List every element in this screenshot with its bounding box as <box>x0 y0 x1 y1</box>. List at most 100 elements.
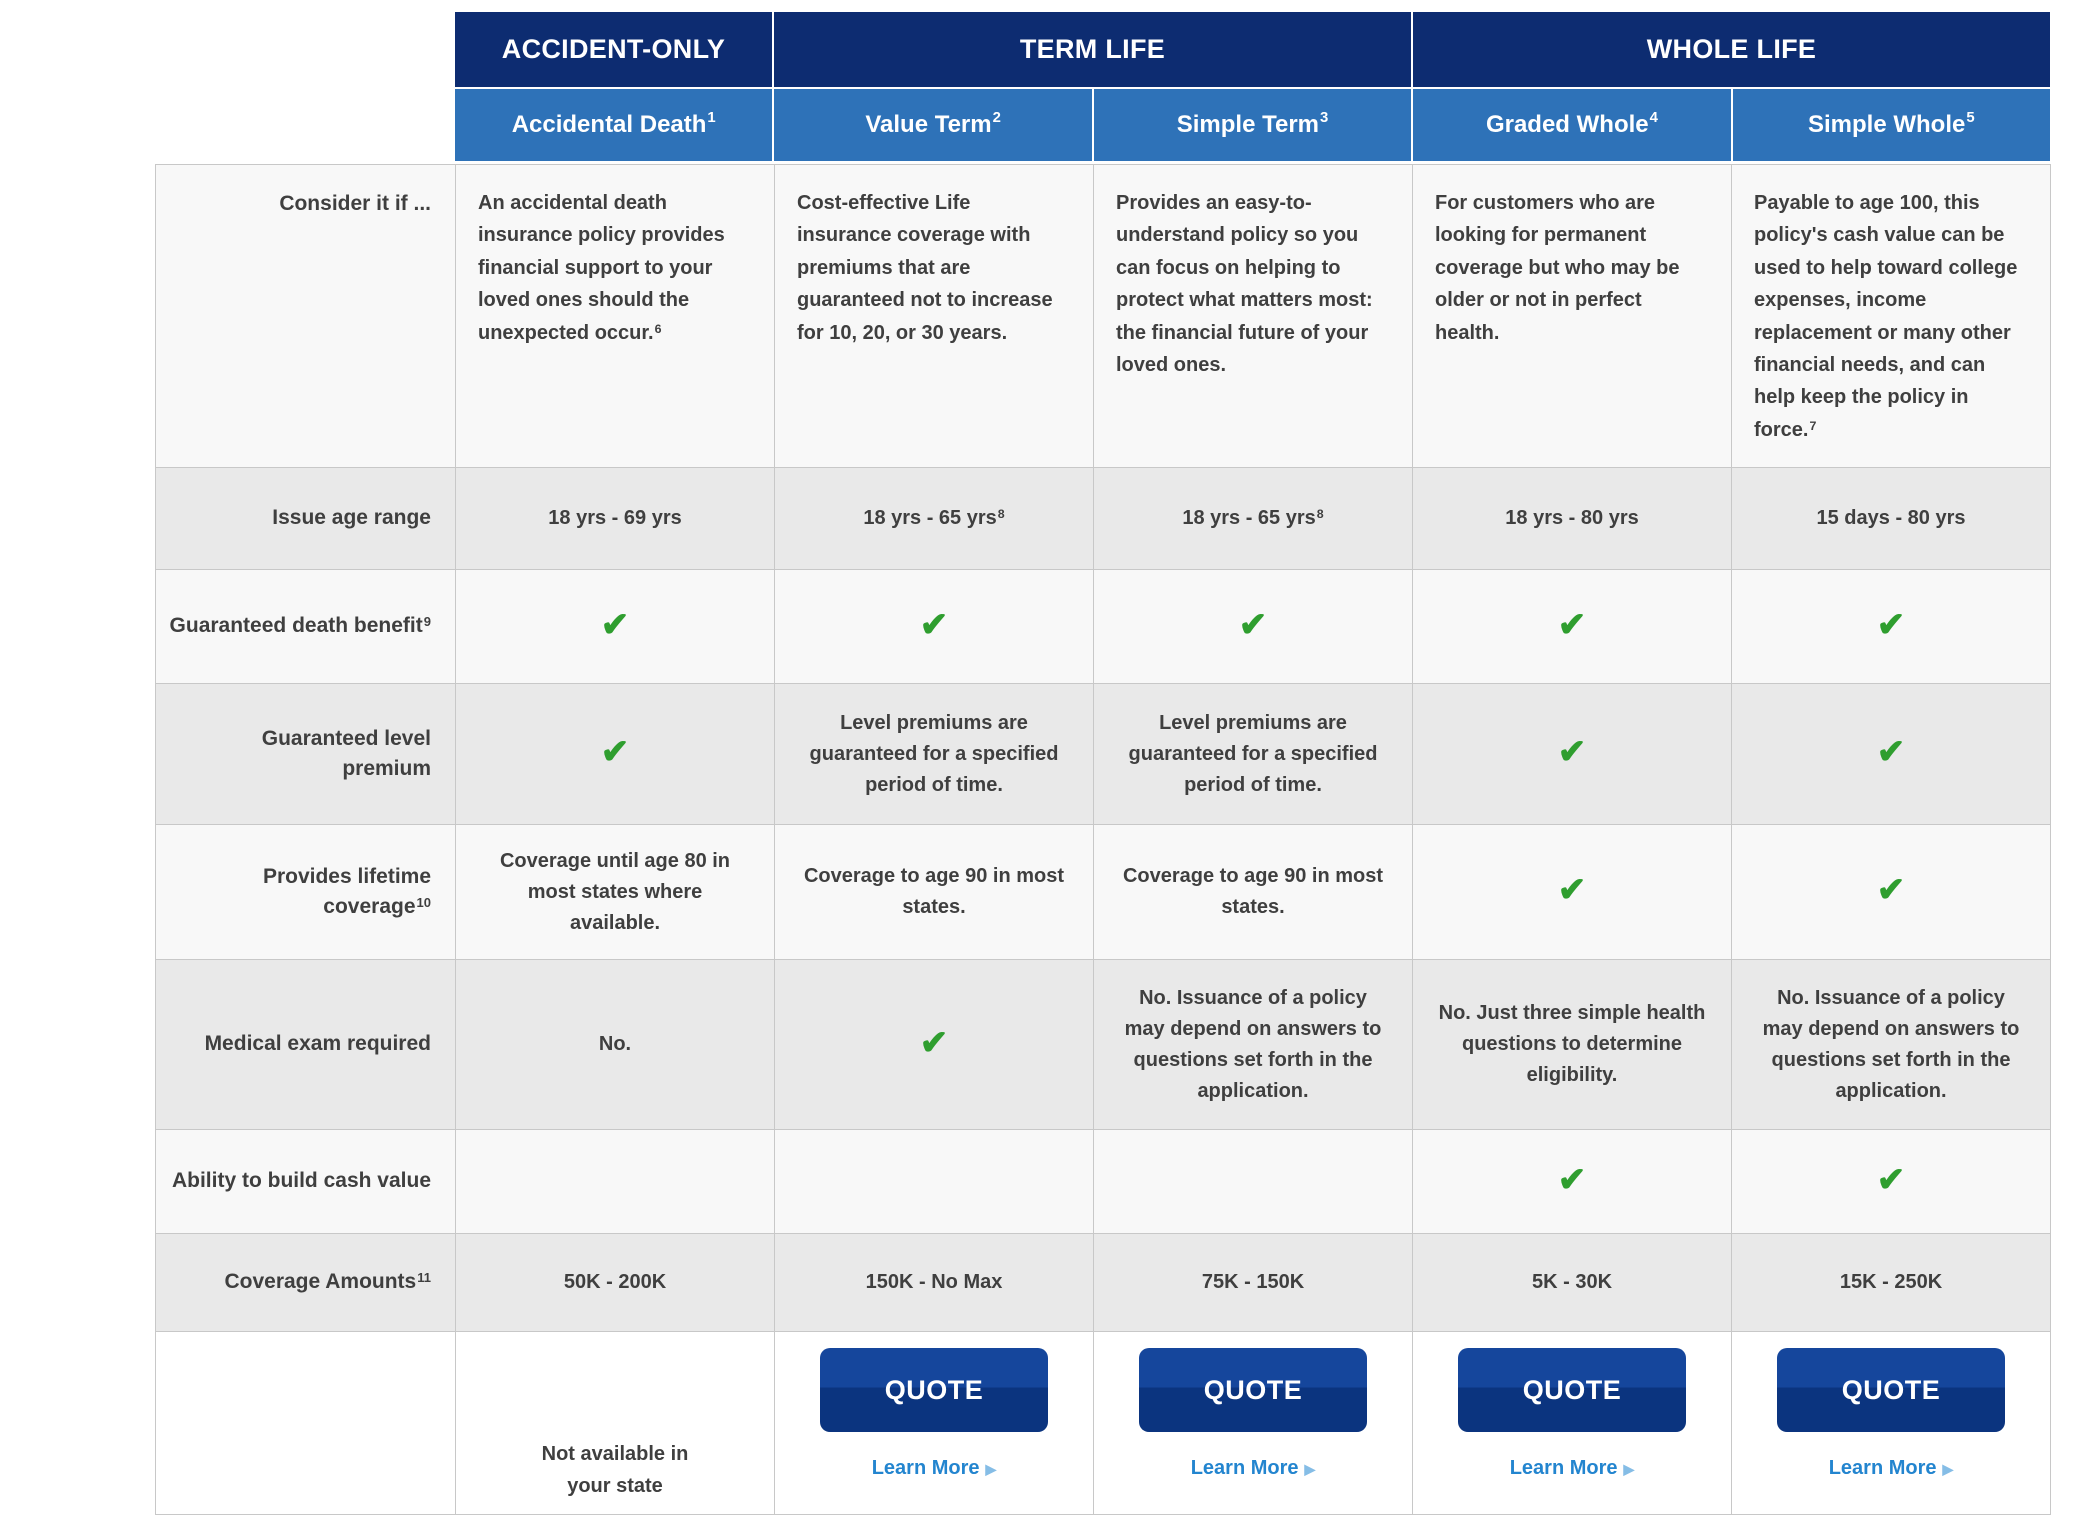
value-cell: Level premiums are guaranteed for a spec… <box>774 683 1094 825</box>
table-footer-row: Not available in your state QUOTE Learn … <box>155 1331 2051 1515</box>
value-cell: 18 yrs - 80 yrs <box>1412 467 1732 570</box>
product-header-simple-term: Simple Term 3 <box>1093 89 1412 161</box>
checkmark-icon: ✔ <box>1557 733 1587 771</box>
check-cell: ✔ <box>774 569 1094 684</box>
value-cell: Payable to age 100, this policy's cash v… <box>1731 164 2051 468</box>
empty-cell <box>774 1129 1094 1234</box>
check-cell: ✔ <box>455 569 775 684</box>
empty-cell <box>455 1129 775 1234</box>
quote-button-simple-whole[interactable]: QUOTE <box>1777 1348 2005 1432</box>
checkmark-icon: ✔ <box>1876 605 1906 644</box>
row-label: Medical exam required <box>155 959 456 1130</box>
check-cell: ✔ <box>1731 824 2051 960</box>
footer-action-cell-value-term: QUOTE Learn More ▶ <box>774 1331 1094 1515</box>
checkmark-icon: ✔ <box>1557 1160 1587 1199</box>
row-label: Coverage Amounts11 <box>155 1233 456 1332</box>
checkmark-icon: ✔ <box>600 605 630 644</box>
table-row: Provides lifetime coverage10 Coverage unt… <box>155 824 2051 960</box>
value-cell: 75K - 150K <box>1093 1233 1413 1332</box>
footnote-marker: 8 <box>1316 507 1324 522</box>
checkmark-icon: ✔ <box>1876 1160 1906 1199</box>
table-row: Ability to build cash value ✔ ✔ <box>155 1129 2051 1234</box>
row-label: Issue age range <box>155 467 456 570</box>
group-header-row: ACCIDENT-ONLY TERM LIFE WHOLE LIFE <box>155 12 2050 87</box>
checkmark-icon: ✔ <box>1876 871 1906 909</box>
value-cell: An accidental death insurance policy pro… <box>455 164 775 468</box>
value-cell: 15K - 250K <box>1731 1233 2051 1332</box>
quote-button-value-term[interactable]: QUOTE <box>820 1348 1048 1432</box>
value-cell: No. Issuance of a policy may depend on a… <box>1093 959 1413 1130</box>
table-row: Consider it if ... An accidental death in… <box>155 164 2051 468</box>
row-label: Provides lifetime coverage10 <box>155 824 456 960</box>
product-header-row: Accidental Death 1 Value Term 2 Simple Ter… <box>155 89 2051 161</box>
quote-button-graded-whole[interactable]: QUOTE <box>1458 1348 1686 1432</box>
header-spacer <box>155 89 455 161</box>
learn-more-link-graded-whole[interactable]: Learn More ▶ <box>1510 1457 1635 1480</box>
check-cell: ✔ <box>1731 569 2051 684</box>
checkmark-icon: ✔ <box>600 733 630 771</box>
footnote-marker: 9 <box>423 614 431 630</box>
product-name: Value Term <box>865 111 992 138</box>
check-cell: ✔ <box>455 683 775 825</box>
row-label: Guaranteed level premium <box>155 683 456 825</box>
learn-more-label: Learn More <box>1828 1457 1937 1479</box>
header-spacer <box>155 12 455 87</box>
footnote-marker: 6 <box>654 321 662 336</box>
value-cell: 15 days - 80 yrs <box>1731 467 2051 570</box>
not-available-note: Not available in your state <box>456 1438 774 1502</box>
value-cell: 18 yrs - 69 yrs <box>455 467 775 570</box>
value-cell: Coverage until age 80 in most states whe… <box>455 824 775 960</box>
footnote-marker: 8 <box>997 507 1005 522</box>
value-cell: 18 yrs - 65 yrs8 <box>1093 467 1413 570</box>
check-cell: ✔ <box>1731 683 2051 825</box>
group-header-accident-only: ACCIDENT-ONLY <box>455 12 772 87</box>
learn-more-link-simple-whole[interactable]: Learn More ▶ <box>1829 1457 1954 1480</box>
value-cell: Coverage to age 90 in most states. <box>774 824 1094 960</box>
check-cell: ✔ <box>774 959 1094 1130</box>
footer-action-cell-graded-whole: QUOTE Learn More ▶ <box>1412 1331 1732 1515</box>
table-row: Coverage Amounts11 50K - 200K 150K - No Ma… <box>155 1233 2051 1332</box>
table-row: Issue age range 18 yrs - 69 yrs 18 yrs - 6… <box>155 467 2051 570</box>
empty-cell <box>1093 1129 1413 1234</box>
arrow-right-icon: ▶ <box>985 1461 997 1477</box>
arrow-right-icon: ▶ <box>1623 1461 1635 1477</box>
check-cell: ✔ <box>1412 569 1732 684</box>
footnote-marker: 10 <box>416 895 431 911</box>
learn-more-link-simple-term[interactable]: Learn More ▶ <box>1191 1457 1316 1480</box>
value-cell: 150K - No Max <box>774 1233 1094 1332</box>
value-cell: 18 yrs - 65 yrs8 <box>774 467 1094 570</box>
check-cell: ✔ <box>1731 1129 2051 1234</box>
table-row: Guaranteed level premium ✔ Level premiums … <box>155 683 2051 825</box>
product-name: Graded Whole <box>1485 111 1649 138</box>
check-cell: ✔ <box>1412 824 1732 960</box>
product-name: Accidental Death <box>511 111 707 138</box>
group-header-term-life: TERM LIFE <box>774 12 1411 87</box>
comparison-table-footer: Not available in your state QUOTE Learn … <box>155 1331 2051 1515</box>
value-cell: Level premiums are guaranteed for a spec… <box>1093 683 1413 825</box>
checkmark-icon: ✔ <box>1557 605 1587 644</box>
learn-more-link-value-term[interactable]: Learn More ▶ <box>872 1457 997 1480</box>
learn-more-label: Learn More <box>1190 1457 1299 1479</box>
table-row: Medical exam required No. ✔ No. Issuance of… <box>155 959 2051 1130</box>
check-cell: ✔ <box>1093 569 1413 684</box>
row-label: Guaranteed death benefit9 <box>155 569 456 684</box>
comparison-table-body: Consider it if ... An accidental death in… <box>155 164 2051 1332</box>
comparison-table-grid: Consider it if ... An accidental death in… <box>155 164 2051 1515</box>
value-cell: No. <box>455 959 775 1130</box>
checkmark-icon: ✔ <box>1238 605 1268 644</box>
quote-button-simple-term[interactable]: QUOTE <box>1139 1348 1367 1432</box>
checkmark-icon: ✔ <box>919 1023 949 1062</box>
checkmark-icon: ✔ <box>919 605 949 644</box>
footnote-marker: 7 <box>1809 419 1817 434</box>
check-cell: ✔ <box>1412 683 1732 825</box>
row-label: Ability to build cash value <box>155 1129 456 1234</box>
not-available-line: your state <box>567 1475 663 1497</box>
product-name: Simple Whole <box>1808 111 1966 138</box>
footer-action-cell-simple-term: QUOTE Learn More ▶ <box>1093 1331 1413 1515</box>
product-header-simple-whole: Simple Whole 5 <box>1732 89 2051 161</box>
learn-more-label: Learn More <box>871 1457 980 1479</box>
check-cell: ✔ <box>1412 1129 1732 1234</box>
row-label: Consider it if ... <box>155 164 456 468</box>
footer-label-cell <box>155 1331 456 1515</box>
checkmark-icon: ✔ <box>1876 733 1906 771</box>
